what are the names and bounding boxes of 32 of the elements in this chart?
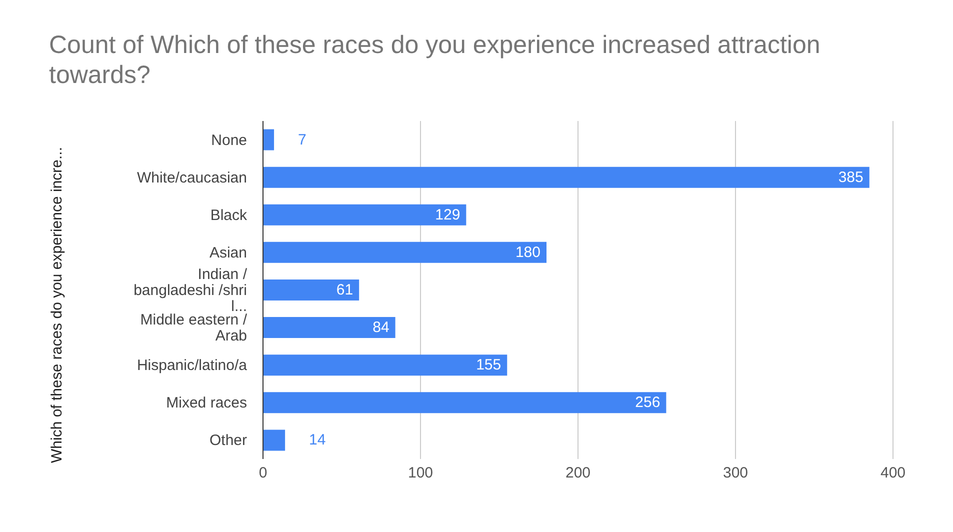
- bar: [263, 204, 466, 226]
- bar: [263, 242, 546, 263]
- data-label: 61: [336, 281, 354, 298]
- y-axis-title: Which of these races do you experience incre...: [48, 147, 66, 463]
- data-label: 129: [435, 206, 460, 224]
- data-label: 7: [298, 131, 306, 148]
- bar: [263, 279, 360, 300]
- chart-title: Count of Which of these races do you experience increased attraction towards?: [49, 30, 822, 90]
- bar: [263, 166, 870, 188]
- bar: [263, 317, 396, 338]
- x-tick-label: 300: [722, 464, 748, 482]
- y-tick-label: Black: [210, 206, 248, 224]
- y-tick-label: Asian: [209, 244, 247, 261]
- data-label: 256: [635, 394, 660, 412]
- y-tick-label: Other: [209, 432, 248, 449]
- bar: [263, 129, 274, 150]
- data-label: 84: [372, 319, 390, 336]
- data-label: 14: [309, 432, 326, 449]
- bar: [263, 392, 666, 414]
- y-tick-label: None: [211, 131, 247, 148]
- x-tick-label: 200: [565, 464, 591, 482]
- x-tick-label: 100: [408, 464, 434, 482]
- y-tick-label: White/caucasian: [136, 168, 247, 186]
- bar: [263, 430, 286, 451]
- x-tick-label: 0: [258, 464, 268, 482]
- y-tick-label: Hispanic/latino/a: [136, 356, 248, 374]
- y-tick-label: Mixed races: [166, 394, 247, 412]
- x-tick-label: 400: [880, 464, 906, 482]
- data-label: 385: [838, 168, 864, 186]
- data-label: 155: [476, 356, 502, 374]
- data-label: 180: [515, 244, 540, 261]
- bar: [263, 354, 508, 376]
